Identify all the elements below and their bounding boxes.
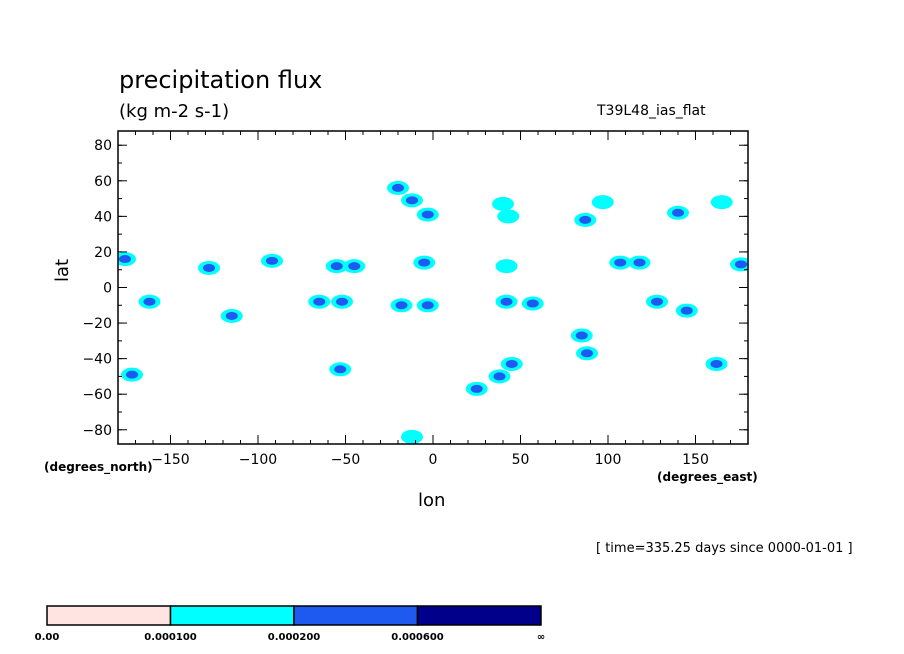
contour-level-2-region-16-0 <box>313 297 326 306</box>
chart-title: precipitation flux <box>119 66 323 94</box>
colorbar-label-2: 0.000200 <box>268 632 321 643</box>
x-tick-label: −50 <box>331 452 361 468</box>
contour-level-2-region-11-0 <box>614 258 627 267</box>
contour-level-1-region-5-0 <box>710 195 733 210</box>
y-tick-label: −40 <box>82 352 112 368</box>
contour-level-1-region-3-0 <box>591 195 614 210</box>
contour-level-2-region-8-1 <box>348 262 361 271</box>
y-tick-label: 0 <box>103 281 112 297</box>
colorbar-swatch-3 <box>416 605 542 626</box>
chart-units: (kg m-2 s-1) <box>119 101 230 122</box>
contour-level-2-region-4-0 <box>672 208 684 217</box>
contour-level-2-region-12-0 <box>735 260 747 269</box>
contour-level-2-region-16-1 <box>336 297 348 306</box>
y-tick-label: −20 <box>82 316 112 332</box>
colorbar-label-4: ∞ <box>537 632 545 643</box>
contour-level-2-region-9-0 <box>418 258 431 267</box>
contour-level-2-region-22-0 <box>470 384 483 393</box>
contour-level-2-region-7-0 <box>266 256 278 265</box>
contour-level-2-region-0-2 <box>421 210 434 219</box>
contour-level-2-region-14-0 <box>143 297 156 306</box>
contour-level-2-region-19-0 <box>651 297 663 306</box>
contour-level-1-region-10-0 <box>495 259 518 274</box>
x-tick-label: −100 <box>239 452 277 468</box>
contour-level-2-region-24-0 <box>710 359 723 368</box>
contour-level-2-region-18-1 <box>526 299 539 308</box>
contour-level-2-region-13-0 <box>119 255 131 264</box>
contour-level-1-region-1-0 <box>492 196 514 211</box>
contour-level-2-region-22-2 <box>505 359 518 368</box>
y-tick-label: 20 <box>94 245 112 261</box>
colorbar-swatch-1 <box>169 605 295 626</box>
contour-level-2-region-15-0 <box>225 311 238 320</box>
run-id: T39L48_ias_flat <box>597 103 706 119</box>
y-tick-label: 60 <box>94 174 112 190</box>
colorbar-label-0: 0.00 <box>35 632 60 643</box>
contour-level-1-region-1-1 <box>497 209 520 224</box>
plot-frame <box>117 130 749 445</box>
x-tick-label: 100 <box>595 452 622 468</box>
contour-level-2-region-17-1 <box>421 301 434 310</box>
contour-level-2-region-21-1 <box>581 349 593 358</box>
contour-fields <box>118 180 748 444</box>
contour-level-1-region-26-0 <box>401 429 423 444</box>
y-axis-units: (degrees_north) <box>44 460 153 474</box>
colorbar-swatch-2 <box>293 605 419 626</box>
contour-level-2-region-22-1 <box>493 372 506 381</box>
x-axis-label: lon <box>418 490 446 511</box>
contour-level-2-region-20-0 <box>680 306 693 315</box>
contour-level-2-region-11-1 <box>633 258 646 267</box>
y-tick-label: −60 <box>82 387 112 403</box>
contour-level-2-region-18-0 <box>500 297 513 306</box>
colorbar: 0.00 0.000100 0.000200 0.000600 ∞ <box>35 605 545 643</box>
y-tick-label: −80 <box>82 423 112 439</box>
contour-level-2-region-23-0 <box>334 365 347 374</box>
x-tick-label: 150 <box>682 452 709 468</box>
contour-level-2-region-6-0 <box>203 263 215 272</box>
colorbar-label-1: 0.000100 <box>144 632 197 643</box>
contour-level-2-region-0-0 <box>392 183 404 192</box>
y-tick-label: 80 <box>94 138 112 154</box>
contour-level-2-region-0-1 <box>406 196 418 205</box>
x-tick-label: 50 <box>512 452 530 468</box>
contour-level-2-region-21-0 <box>575 331 588 340</box>
y-tick-label: 40 <box>94 209 112 225</box>
contour-level-2-region-25-0 <box>126 370 138 379</box>
time-note: [ time=335.25 days since 0000-01-01 ] <box>596 541 853 556</box>
axes: −150 −100 −50 0 50 100 150 80 60 40 20 0 −20 −40 −60 −8… <box>82 131 749 468</box>
contour-level-2-region-8-0 <box>330 262 343 271</box>
x-tick-label: −150 <box>151 452 189 468</box>
x-axis-units: (degrees_east) <box>657 470 758 484</box>
contour-level-2-region-2-0 <box>579 215 592 224</box>
colorbar-label-3: 0.000600 <box>391 632 444 643</box>
colorbar-swatch-0 <box>46 605 172 626</box>
contour-level-2-region-17-0 <box>395 301 408 310</box>
y-axis-label: lat <box>52 258 73 282</box>
x-tick-label: 0 <box>429 452 438 468</box>
